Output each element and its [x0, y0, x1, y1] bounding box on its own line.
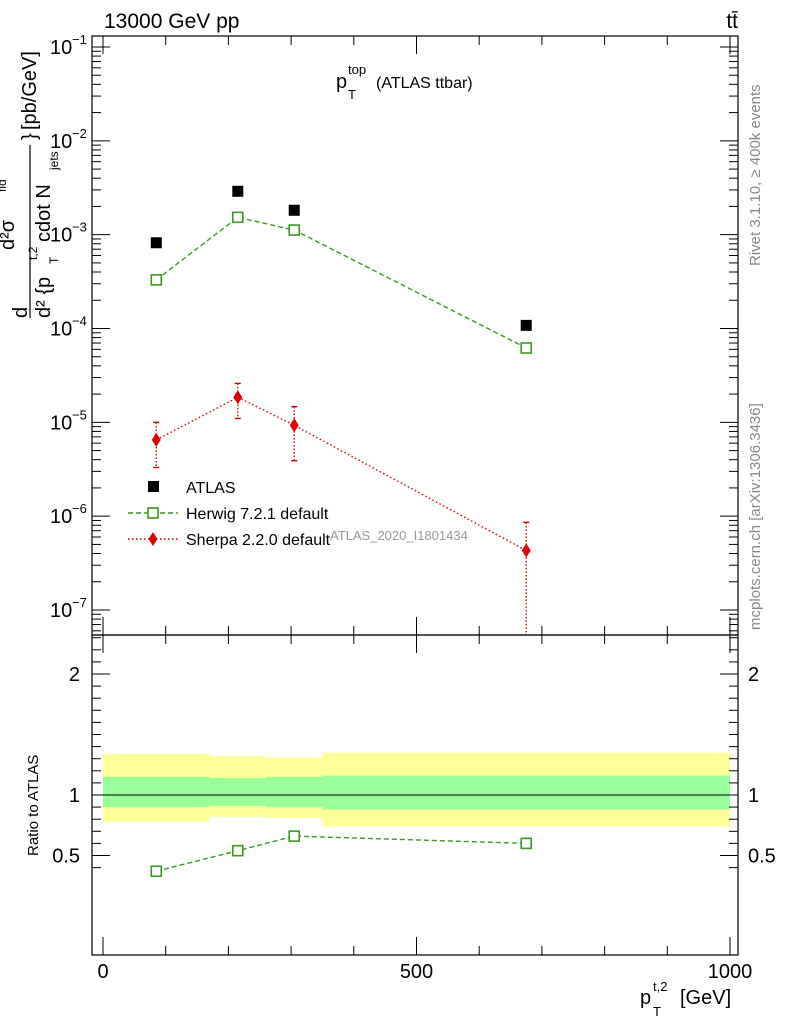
- ratio-data-marks: [150, 830, 533, 878]
- atlas-data-point: [150, 237, 162, 249]
- main-ylabel: d d²σ fid d² {p t,2 T cdot N jets } [pb/…: [0, 51, 61, 318]
- herwig-ratio-point: [520, 837, 533, 850]
- ratio-ylabel: Ratio to ATLAS: [25, 755, 42, 856]
- legend: ATLAS Herwig 7.2.1 default Sherpa 2.2.0 …: [128, 480, 331, 549]
- ylabel-den-b: cdot N: [33, 184, 55, 242]
- herwig-data-point: [150, 274, 163, 286]
- y-tick-label: 10: [50, 506, 72, 528]
- herwig-ratio-point: [232, 844, 244, 857]
- y-tick-label: 10: [50, 37, 72, 59]
- y-tick-label: 10: [50, 319, 72, 341]
- main-data-marks: [150, 185, 533, 635]
- sherpa-data-point: [289, 418, 299, 433]
- header-left: 13000 GeV pp: [104, 10, 239, 33]
- herwig-ratio-line: [156, 835, 527, 872]
- title-suffix: (ATLAS ttbar): [376, 75, 473, 92]
- x-tick-label: 0: [97, 961, 108, 983]
- ylabel-lead-d: d: [10, 307, 32, 318]
- y-tick-label-exponent: −6: [72, 501, 87, 516]
- ylabel-den-b-sub: jets: [47, 151, 61, 171]
- xlabel-sup: t,2: [653, 979, 667, 994]
- atlas-data-point: [520, 319, 532, 331]
- ylabel-num: d²σ: [0, 219, 19, 250]
- herwig-data-point: [232, 211, 244, 224]
- main-title: p top T (ATLAS ttbar): [336, 62, 473, 102]
- ylabel-unit: [pb/GeV]: [19, 51, 41, 130]
- sherpa-data-point: [151, 432, 161, 447]
- atlas-data-point: [232, 185, 244, 197]
- x-tick-label: 1000: [708, 961, 753, 983]
- legend-herwig-marker: [147, 507, 159, 519]
- y-tick-label-exponent: −4: [72, 314, 87, 329]
- legend-atlas-marker: [148, 481, 159, 492]
- inner-uncertainty-band: [103, 776, 210, 808]
- sherpa-data-point: [233, 390, 243, 405]
- herwig-ratio-point: [288, 830, 301, 842]
- ratio-plot-panel: 0.5 0.5 1 1 2 2 0 500 1000 Ratio to ATLAS p t,2 …: [25, 634, 776, 1019]
- xlabel-sub: T: [653, 1004, 661, 1019]
- mcplots-label: mcplots.cern.ch [arXiv:1306.3436]: [747, 403, 764, 630]
- inner-uncertainty-band: [209, 778, 267, 806]
- ratio-y-tick-label-left: 1: [69, 785, 80, 807]
- atlas-data-point: [288, 204, 300, 216]
- ylabel-num-sup: fid: [0, 179, 9, 192]
- ratio-y-tick-label-right: 0.5: [748, 846, 776, 868]
- inner-uncertainty-band: [266, 776, 323, 808]
- xlabel: p t,2 T [GeV]: [640, 979, 731, 1019]
- main-axis-ticks: 10−710−610−510−410−310−210−1: [50, 32, 738, 635]
- ratio-axis-ticks: 0.5 0.5 1 1 2 2 0 500 1000: [52, 635, 776, 983]
- ylabel-brace: }: [19, 133, 41, 140]
- ylabel-den-a-sup: t,2: [26, 246, 40, 260]
- y-tick-label: 10: [50, 412, 72, 434]
- x-tick-label: 500: [400, 961, 433, 983]
- xlabel-base: p: [640, 987, 651, 1009]
- header-right: tt̄: [726, 10, 738, 33]
- herwig-ratio-point: [150, 865, 163, 878]
- legend-herwig-label: Herwig 7.2.1 default: [186, 506, 329, 523]
- title-sup: top: [348, 62, 366, 77]
- y-tick-label-exponent: −5: [72, 407, 87, 422]
- inner-uncertainty-band: [322, 775, 730, 810]
- ratio-frame: [91, 634, 739, 956]
- ylabel-den-a: d² {p: [33, 277, 55, 318]
- title-sub: T: [348, 87, 356, 102]
- ratio-uncertainty-bands: [103, 752, 730, 827]
- title-base: p: [336, 71, 347, 93]
- herwig-data-point: [520, 342, 533, 354]
- ylabel-den-a-sub: T: [47, 256, 61, 264]
- watermark: ATLAS_2020_I1801434: [330, 528, 468, 543]
- y-tick-label-exponent: −7: [72, 595, 87, 610]
- ratio-y-tick-label-left: 2: [69, 664, 80, 686]
- y-tick-label-exponent: −2: [72, 126, 87, 141]
- y-tick-label: 10: [50, 600, 72, 622]
- legend-atlas-label: ATLAS: [186, 480, 236, 497]
- ratio-y-tick-label-right: 1: [748, 785, 759, 807]
- y-tick-label: 10: [50, 131, 72, 153]
- y-tick-label: 10: [50, 225, 72, 247]
- main-plot-panel: 10−710−610−510−410−310−210−1 ATLAS_2020_…: [0, 32, 739, 636]
- sherpa-data-point: [521, 543, 531, 558]
- y-tick-label-exponent: −1: [72, 32, 87, 47]
- herwig-line: [155, 216, 527, 349]
- rivet-label: Rivet 3.1.10, ≥ 400k events: [747, 84, 764, 266]
- legend-sherpa-marker: [148, 532, 158, 546]
- ratio-y-tick-label-left: 0.5: [52, 846, 80, 868]
- xlabel-unit: [GeV]: [680, 987, 731, 1009]
- herwig-data-point: [288, 224, 301, 236]
- legend-sherpa-label: Sherpa 2.2.0 default: [186, 532, 331, 549]
- ratio-y-tick-label-right: 2: [748, 664, 759, 686]
- y-tick-label-exponent: −3: [72, 220, 87, 235]
